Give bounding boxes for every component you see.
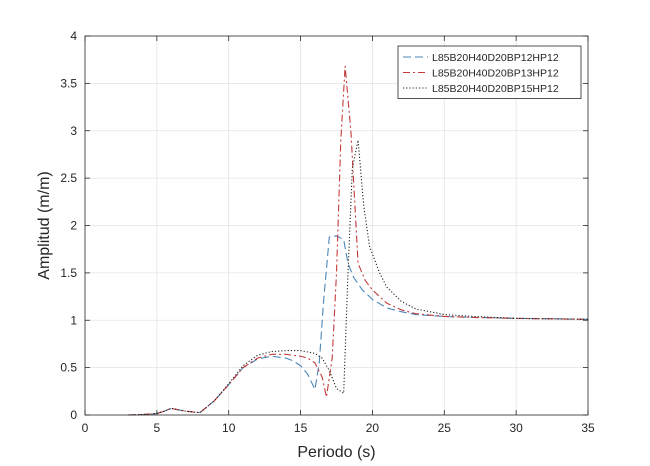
x-tick-label: 20 (366, 421, 380, 435)
legend-label: L85B20H40D20BP12HP12 (432, 52, 559, 64)
y-axis-label: Amplitud (m/m) (36, 171, 53, 279)
x-tick-label: 25 (438, 421, 452, 435)
x-tick-label: 0 (82, 421, 89, 435)
y-tick-label: 2.5 (60, 171, 77, 185)
x-tick-label: 30 (509, 421, 523, 435)
y-tick-label: 3.5 (60, 76, 77, 90)
x-tick-label: 5 (154, 421, 161, 435)
series-group (128, 65, 589, 416)
y-tick-label: 0 (70, 408, 77, 422)
grid (85, 36, 588, 415)
x-axis-label: Periodo (s) (297, 444, 375, 461)
x-tick-label: 35 (581, 421, 595, 435)
y-tick-label: 1 (70, 313, 77, 327)
y-tick-label: 1.5 (60, 266, 77, 280)
legend-label: L85B20H40D20BP15HP12 (432, 83, 559, 95)
series-line-3 (128, 139, 589, 416)
x-tick-label: 10 (222, 421, 236, 435)
legend-label: L85B20H40D20BP13HP12 (432, 68, 559, 80)
legend-box (397, 45, 582, 99)
y-tick-label: 0.5 (60, 361, 77, 375)
legend: L85B20H40D20BP12HP12 L85B20H40D20BP13HP12… (397, 45, 582, 99)
y-tick-label: 4 (70, 29, 77, 43)
x-tick-label: 15 (294, 421, 308, 435)
axis-ticks: 0 5 10 15 20 25 30 35 0 0.5 1 1.5 2 2.5 3 3.5 4 (60, 29, 595, 435)
y-tick-label: 3 (70, 124, 77, 138)
y-tick-label: 2 (70, 219, 77, 233)
